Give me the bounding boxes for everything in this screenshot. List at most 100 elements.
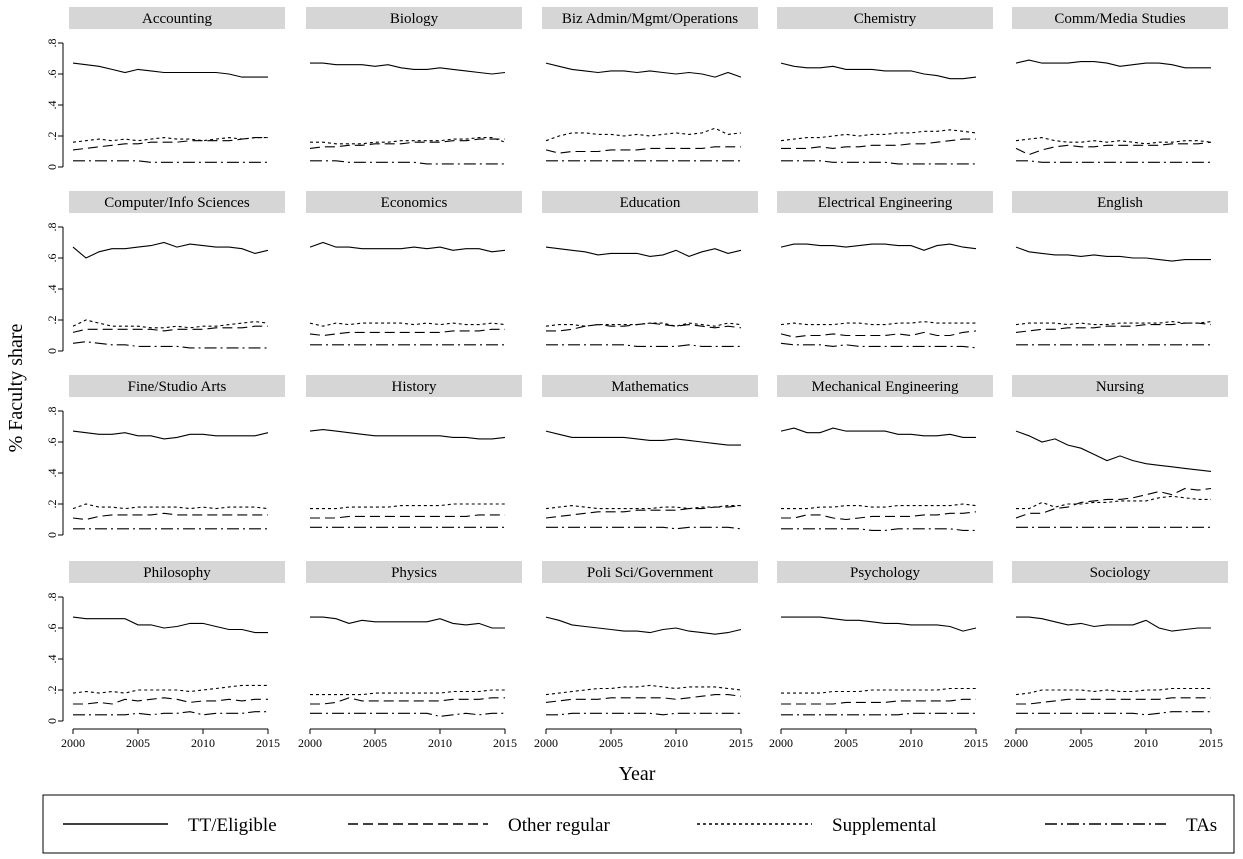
panel-strip	[777, 561, 993, 583]
series-line	[780, 62, 977, 80]
panel-strip	[306, 7, 522, 29]
y-axis-title: % Faculty share	[5, 323, 27, 452]
y-tick-label: .6	[45, 254, 59, 263]
legend-label: Supplemental	[832, 815, 936, 836]
series-line	[545, 505, 742, 519]
panel-title: Comm/Media Studies	[1054, 11, 1185, 27]
panel-title: Biology	[390, 11, 439, 27]
y-tick-label: .4	[45, 101, 59, 110]
panel-strip	[777, 375, 993, 397]
y-tick-label: .6	[45, 438, 59, 447]
x-tick-label: 2010	[1134, 736, 1158, 750]
series-line	[781, 503, 977, 510]
x-tick-label: 2005	[126, 736, 150, 750]
series-line	[72, 62, 268, 78]
y-tick-label: .6	[45, 70, 59, 79]
panel-title: Poli Sci/Government	[587, 565, 714, 581]
panel-title: Fine/Studio Arts	[128, 379, 227, 395]
y-tick-label: .8	[45, 39, 59, 48]
series-line	[72, 616, 268, 634]
panel-title: Chemistry	[854, 11, 917, 27]
panel: Accounting 0 .2 .4 .6 .8	[45, 7, 285, 170]
x-tick-label: 2005	[1069, 736, 1093, 750]
panel: Nursing	[1012, 375, 1228, 528]
y-tick-label: 0	[45, 718, 59, 724]
panel-title: Electrical Engineering	[818, 195, 953, 211]
series-line	[72, 137, 268, 151]
series-line	[781, 511, 977, 521]
panel-strip	[306, 191, 522, 213]
series-line	[72, 319, 269, 329]
panel: Mechanical Engineering	[777, 375, 993, 531]
series-line	[310, 689, 505, 696]
series-line	[73, 711, 268, 716]
x-tick-label: 2015	[256, 736, 280, 750]
panel-strip	[542, 7, 758, 29]
series-line	[546, 712, 741, 716]
series-line	[1016, 495, 1211, 510]
y-tick-label: .8	[45, 223, 59, 232]
panel: Physics 2000 2005 2010 2015	[298, 561, 522, 750]
series-line	[309, 328, 505, 337]
panel-strip	[542, 191, 758, 213]
series-line	[780, 129, 977, 142]
x-tick-label: 2010	[899, 736, 923, 750]
series-line	[1015, 322, 1212, 333]
series-line	[1016, 160, 1211, 163]
series-line	[310, 514, 505, 519]
y-tick-label: .6	[45, 624, 59, 633]
series-line	[73, 160, 268, 163]
panel-title: Nursing	[1096, 379, 1145, 395]
y-tick-label: 0	[45, 348, 59, 354]
series-line	[780, 321, 976, 326]
panel-strip	[542, 561, 758, 583]
panel: Poli Sci/Government 2000 2005 2010 2015	[534, 561, 758, 750]
panel-strip	[1012, 561, 1228, 583]
series-line	[780, 330, 977, 338]
x-tick-label: 2015	[493, 736, 517, 750]
series-line	[545, 62, 742, 78]
panel: Biology	[306, 7, 522, 165]
series-line	[72, 430, 269, 440]
panel-title: Mechanical Engineering	[811, 379, 959, 395]
series-line	[309, 429, 506, 440]
panel: Comm/Media Studies	[1012, 7, 1228, 163]
series-line	[545, 127, 742, 142]
panel-strip	[69, 561, 285, 583]
y-tick-label: .2	[45, 132, 59, 141]
y-tick-label: .8	[45, 593, 59, 602]
panel-title: Education	[620, 195, 681, 211]
series-line	[546, 526, 742, 530]
panel: Economics	[306, 191, 522, 346]
series-line	[781, 698, 976, 705]
panel-strip	[1012, 375, 1228, 397]
x-tick-label: 2005	[599, 736, 623, 750]
series-line	[309, 241, 506, 253]
series-line	[545, 146, 741, 154]
series-line	[1016, 616, 1211, 632]
x-tick-label: 2000	[769, 736, 793, 750]
panel: Psychology 2000 2005 2010 2015	[769, 561, 993, 750]
series-line	[310, 697, 505, 705]
panel: Fine/Studio Arts 0 .2 .4 .6 .8	[45, 375, 285, 538]
series-line	[309, 322, 506, 327]
series-line	[781, 616, 977, 632]
y-tick-label: .4	[45, 285, 59, 294]
y-tick-label: .8	[45, 407, 59, 416]
series-line	[1015, 59, 1211, 69]
panel: English	[1012, 191, 1228, 346]
series-line	[780, 427, 976, 438]
panel-title: Accounting	[142, 11, 212, 27]
y-tick-label: .4	[45, 655, 59, 664]
panel-title: Psychology	[850, 565, 921, 581]
series-line	[1015, 141, 1212, 156]
x-tick-label: 2010	[191, 736, 215, 750]
series-line	[72, 684, 268, 694]
series-line	[1015, 487, 1212, 519]
legend-label: Other regular	[508, 815, 610, 836]
panel: Biz Admin/Mgmt/Operations	[542, 7, 758, 162]
panel: Education	[542, 191, 758, 347]
panel: History	[306, 375, 522, 528]
y-tick-label: .2	[45, 316, 59, 325]
series-line	[72, 241, 269, 259]
